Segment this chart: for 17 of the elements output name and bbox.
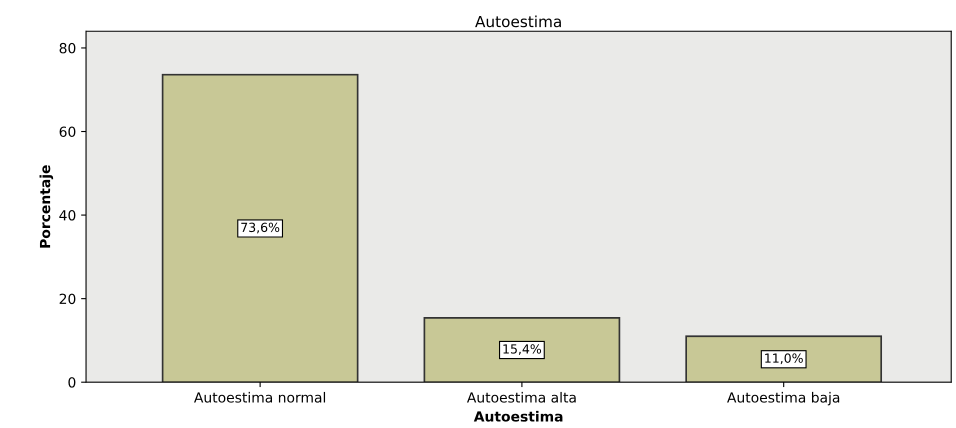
y-tick-label: 20 (60, 294, 76, 304)
x-tick-label: Autoestima normal (194, 392, 326, 403)
data-label: 73,6% (241, 222, 280, 234)
bar (685, 335, 882, 382)
data-label: 15,4% (503, 344, 542, 355)
bar (424, 317, 620, 382)
y-tick-label: 60 (60, 126, 76, 137)
y-axis-title: Porcentaje (40, 165, 54, 248)
data-label: 11,0% (765, 353, 803, 364)
x-axis-title: Autoestima (474, 410, 562, 422)
x-tick-label: Autoestima alta (466, 392, 576, 403)
bar (162, 74, 358, 382)
x-tick-label: Autoestima baja (727, 392, 840, 406)
y-tick-label: 0 (68, 377, 76, 388)
y-tick-label: 80 (60, 42, 76, 54)
chart-title: Autoestima (475, 15, 561, 28)
y-tick-label: 40 (59, 210, 76, 221)
